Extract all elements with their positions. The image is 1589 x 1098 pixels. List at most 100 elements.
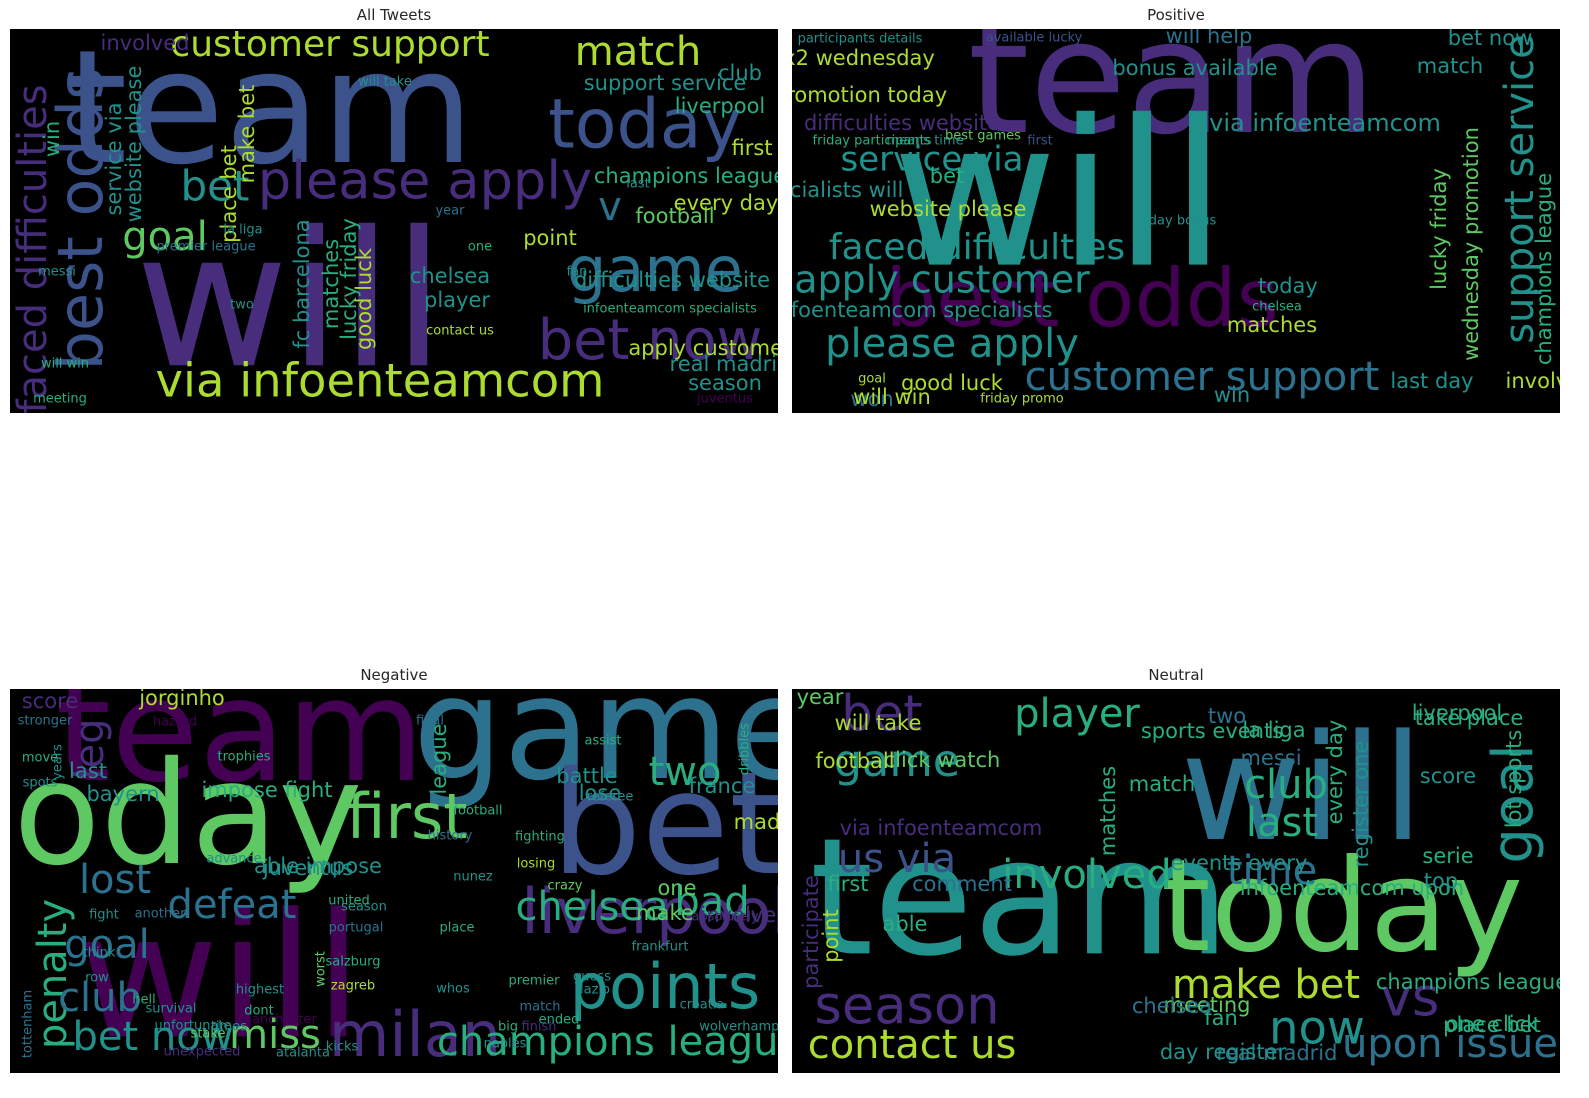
word-times: times xyxy=(211,1020,247,1035)
word-website-please: website please xyxy=(870,197,1027,221)
word-will: will xyxy=(1181,703,1424,874)
word-first: first xyxy=(731,136,772,160)
word-today: today xyxy=(548,86,742,165)
word-now: now xyxy=(1269,1001,1365,1055)
word-fc-barcelona: fc barcelona xyxy=(290,219,314,348)
word-club: club xyxy=(718,61,762,85)
word-today: today xyxy=(1161,833,1524,981)
word-losing: losing xyxy=(517,857,555,872)
word-infoenteamcom-specialists: infoenteamcom specialists xyxy=(583,302,757,317)
word-bonus-available: bonus available xyxy=(1112,56,1277,80)
word-bet-now: bet now xyxy=(73,1014,234,1060)
word-absolutely: absolutely xyxy=(691,910,759,925)
word-best-odds: best odds xyxy=(885,252,1279,346)
word-matches: matches xyxy=(1096,766,1120,856)
word-zagreb: zagreb xyxy=(331,979,375,994)
word-chelsea: chelsea xyxy=(1132,994,1212,1018)
word-friday-promo: friday promo xyxy=(980,392,1064,407)
word-messi: messi xyxy=(1240,746,1301,770)
word-won: won xyxy=(850,387,893,411)
word-goal: goal xyxy=(1481,744,1546,863)
word-top: top xyxy=(1424,869,1458,893)
word-wolverhampton: wolverhampton xyxy=(699,1020,778,1035)
word-today-bonus: today bonus xyxy=(1136,214,1217,229)
word-support-service: support service xyxy=(1497,34,1543,344)
word-time: time xyxy=(1227,848,1317,894)
word-faced-difficulties: faced difficulties xyxy=(10,84,56,413)
word-croatia: croatia xyxy=(680,998,725,1013)
word-salzburg: salzburg xyxy=(325,955,380,970)
word-season: season xyxy=(341,900,387,915)
word-score: score xyxy=(1420,764,1476,788)
word-two: two xyxy=(230,298,254,313)
word-football: football xyxy=(635,204,714,228)
word-fan: fan xyxy=(567,265,588,280)
wordcloud-all-tweets: team will via infoenteamcom best odds bet no… xyxy=(10,29,778,413)
word-last: last xyxy=(69,759,107,783)
word-v: v xyxy=(598,184,622,230)
word-la-liga: la liga xyxy=(223,223,262,238)
word-via-infoenteamcom: via infoenteamcom xyxy=(840,816,1043,840)
word-place-bet: place bet xyxy=(217,145,241,243)
word-guess: guess xyxy=(573,970,611,985)
word-bet: bet xyxy=(181,162,250,211)
word-win: win xyxy=(1214,383,1250,407)
word-milan: milan xyxy=(329,998,501,1071)
word-hell: hell xyxy=(132,993,155,1008)
word-difficulties-website: difficulties website xyxy=(574,268,770,292)
word-row: row xyxy=(85,971,109,986)
word-upon-issue: upon issue xyxy=(1342,1021,1558,1067)
word-points: points xyxy=(570,950,760,1023)
word-meeting: meeting xyxy=(1163,993,1250,1017)
word-leg: leg xyxy=(67,718,113,779)
word-two: two xyxy=(649,749,722,795)
word-champions-league: champions league xyxy=(594,164,778,188)
word-think: think xyxy=(83,946,116,961)
word-best-odds: best odds xyxy=(44,68,117,371)
word-available-lucky: available lucky xyxy=(986,31,1083,46)
word-history: history xyxy=(428,829,473,844)
word-win: win xyxy=(40,121,64,157)
word-bet-now: bet now xyxy=(538,308,763,373)
word-infoenteamcom-upon: infoenteamcom upon xyxy=(1240,876,1464,900)
word-goal: goal xyxy=(122,214,208,260)
word-make-bet: make bet xyxy=(235,85,259,184)
word-customer-support: customer support xyxy=(1025,354,1380,400)
word-atalanta: atalanta xyxy=(276,1046,330,1061)
word-goal: goal xyxy=(858,372,886,387)
word-bet: bet xyxy=(841,689,922,743)
word-club: club xyxy=(58,975,142,1021)
word-ended: ended xyxy=(539,1013,580,1028)
word-us-via: us via xyxy=(838,836,956,882)
word-la-liga: la liga xyxy=(1242,718,1305,742)
word-last: last xyxy=(626,177,649,192)
word-matches: matches xyxy=(319,239,343,329)
word-dribbles: dribbles xyxy=(738,723,753,775)
word-involved: involved xyxy=(1506,369,1560,393)
word-miss: miss xyxy=(229,1012,321,1058)
word-tottenham: tottenham xyxy=(21,990,36,1058)
word-today: today xyxy=(10,731,363,897)
word-via-infoenteamcom: via infoenteamcom xyxy=(1209,109,1441,137)
word-will-take: will take xyxy=(835,711,922,735)
word-jorginho: jorginho xyxy=(138,689,225,710)
word-matches: matches xyxy=(1227,313,1317,337)
word-juventus: juventus xyxy=(262,856,353,880)
word-able: able xyxy=(883,912,928,936)
word-good-luck: good luck xyxy=(352,247,376,350)
word-bet: bet xyxy=(551,741,778,907)
word-team: team xyxy=(55,689,425,814)
word-via-infoenteamcom: via infoenteamcom xyxy=(156,354,605,408)
word-bet-now: bet now xyxy=(1448,29,1533,50)
word-goal: goal xyxy=(64,922,150,968)
word-meeting: meeting xyxy=(33,392,87,407)
word-point: point xyxy=(819,909,843,963)
word-two: two xyxy=(1208,704,1246,728)
word-final: final xyxy=(416,714,444,729)
word-worst: worst xyxy=(314,951,329,987)
word-dont: dont xyxy=(244,1004,274,1019)
word-first: first xyxy=(1027,134,1052,149)
word-assist: assist xyxy=(585,734,622,749)
word-best-games: best games xyxy=(945,129,1021,144)
